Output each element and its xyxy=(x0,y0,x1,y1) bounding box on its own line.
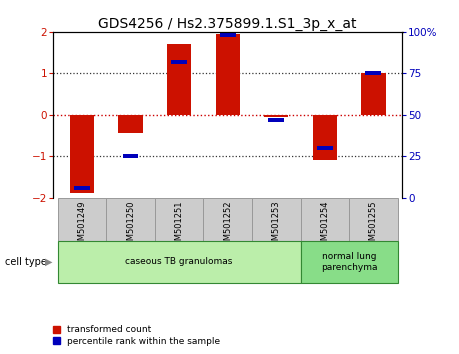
Bar xyxy=(365,72,381,75)
Title: GDS4256 / Hs2.375899.1.S1_3p_x_at: GDS4256 / Hs2.375899.1.S1_3p_x_at xyxy=(98,17,356,31)
Bar xyxy=(123,154,138,158)
Bar xyxy=(74,186,90,189)
Bar xyxy=(316,146,332,150)
Text: GSM501254: GSM501254 xyxy=(319,201,329,251)
Bar xyxy=(263,115,288,117)
Bar xyxy=(215,34,239,115)
Text: GSM501253: GSM501253 xyxy=(271,201,280,251)
Text: caseous TB granulomas: caseous TB granulomas xyxy=(125,257,232,267)
Bar xyxy=(58,198,106,241)
Text: GSM501255: GSM501255 xyxy=(368,201,377,251)
Bar xyxy=(70,115,94,194)
Text: cell type: cell type xyxy=(5,257,46,267)
Text: GSM501250: GSM501250 xyxy=(126,201,135,251)
Text: GSM501252: GSM501252 xyxy=(223,201,232,251)
Bar xyxy=(268,118,284,121)
Text: normal lung
parenchyma: normal lung parenchyma xyxy=(320,252,376,272)
Bar xyxy=(155,198,203,241)
Text: ▶: ▶ xyxy=(45,257,52,267)
Bar xyxy=(252,198,300,241)
Text: GSM501251: GSM501251 xyxy=(174,201,183,251)
Bar xyxy=(203,198,252,241)
Bar xyxy=(300,198,348,241)
Bar xyxy=(312,115,336,160)
Text: GSM501249: GSM501249 xyxy=(78,201,86,251)
Bar xyxy=(360,73,385,115)
Legend: transformed count, percentile rank within the sample: transformed count, percentile rank withi… xyxy=(53,325,220,346)
Bar xyxy=(167,44,191,115)
Bar xyxy=(171,60,187,64)
Bar xyxy=(118,115,142,133)
Bar xyxy=(348,198,397,241)
Bar xyxy=(219,33,235,37)
Bar xyxy=(106,198,155,241)
